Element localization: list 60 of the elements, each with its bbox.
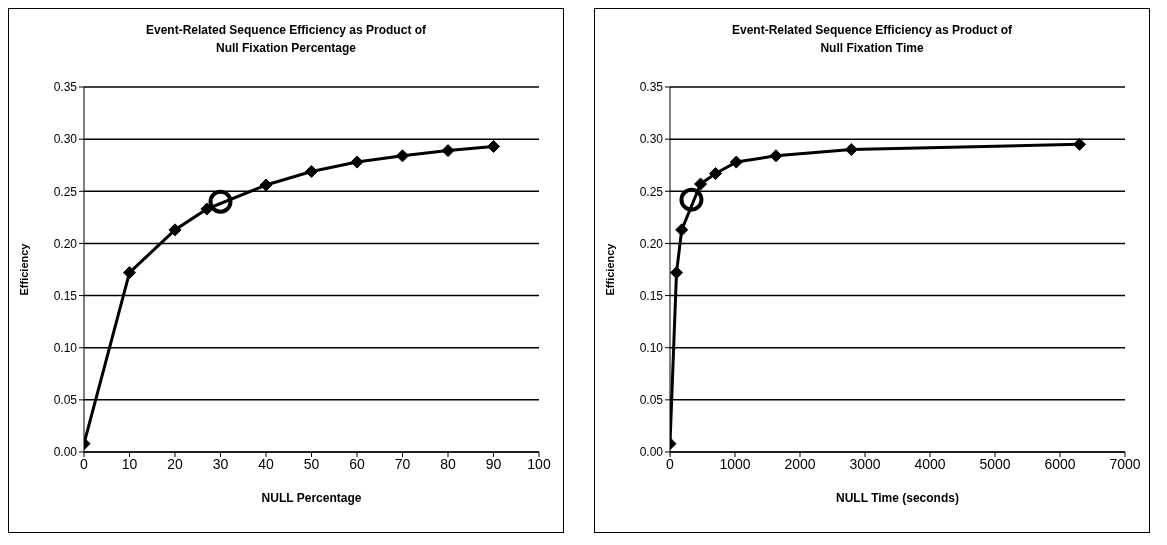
point (200, 202, 214, 216)
y-tick-label: 0.15 (639, 288, 664, 303)
x-tick-label: 10 (121, 455, 138, 472)
y-tick-label: 0.30 (639, 132, 664, 147)
x-tick-label: 30 (212, 455, 229, 472)
x-tick-label: 80 (440, 455, 456, 472)
y-tick-label: 0.30 (53, 132, 78, 147)
x-tick-label: 20 (167, 455, 183, 472)
y-tick-label: 0.35 (53, 80, 78, 95)
x-tick-label: 100 (527, 455, 551, 472)
x-tick-label: 2000 (784, 455, 816, 472)
point (259, 178, 273, 192)
y-tick-label: 0.20 (53, 236, 78, 251)
point (208, 189, 233, 214)
y-tick-label: 0.25 (53, 184, 78, 199)
point (694, 177, 708, 191)
y-tick-label: 0.00 (639, 445, 664, 460)
y-axis-title: Efficiency (17, 242, 30, 296)
x-tick-label: 0 (80, 455, 89, 472)
x-tick-label: 60 (349, 455, 365, 472)
x-tick-label: 3000 (849, 455, 881, 472)
point (305, 164, 318, 178)
y-tick-label: 0.25 (639, 184, 664, 199)
x-tick-label: 50 (303, 455, 320, 472)
point (487, 139, 500, 153)
x-tick-label: 0 (666, 455, 675, 472)
x-tick-label: 40 (258, 455, 274, 472)
point (670, 266, 683, 280)
y-tick-label: 0.20 (639, 236, 664, 251)
y-tick-label: 0.05 (53, 393, 78, 408)
y-axis-title: Efficiency (603, 242, 616, 296)
x-tick-label: 1000 (719, 455, 751, 472)
y-tick-label: 0.00 (53, 445, 78, 460)
y-tick-label: 0.35 (639, 80, 664, 95)
x-axis-title: NULL Percentage (261, 491, 362, 505)
point (396, 149, 409, 163)
y-tick-label: 0.10 (639, 340, 664, 355)
x-tick-label: 5000 (979, 455, 1011, 472)
x-tick-label: 6000 (1044, 455, 1076, 472)
chart-title: Event-Related Sequence Efficiency as Product of Null Fixation Time (730, 22, 1014, 57)
point (709, 167, 722, 181)
x-tick-label: 7000 (1109, 455, 1141, 472)
point (123, 266, 136, 280)
x-axis-title: NULL Time (seconds) (836, 491, 959, 505)
x-tick-label: 70 (394, 455, 411, 472)
x-tick-label: 4000 (914, 455, 946, 472)
point (844, 143, 858, 157)
point (675, 223, 689, 237)
x-tick-label: 90 (485, 455, 502, 472)
chart-title: Event-Related Sequence Efficiency as Product of Null Fixation Percentage (144, 22, 428, 57)
point (679, 187, 704, 212)
point (1073, 137, 1086, 151)
y-tick-label: 0.15 (53, 288, 78, 303)
point (168, 223, 182, 237)
point (729, 155, 743, 169)
point (350, 155, 364, 169)
y-tick-label: 0.05 (639, 393, 664, 408)
point (769, 149, 783, 163)
y-tick-label: 0.10 (53, 340, 78, 355)
point (441, 144, 455, 158)
